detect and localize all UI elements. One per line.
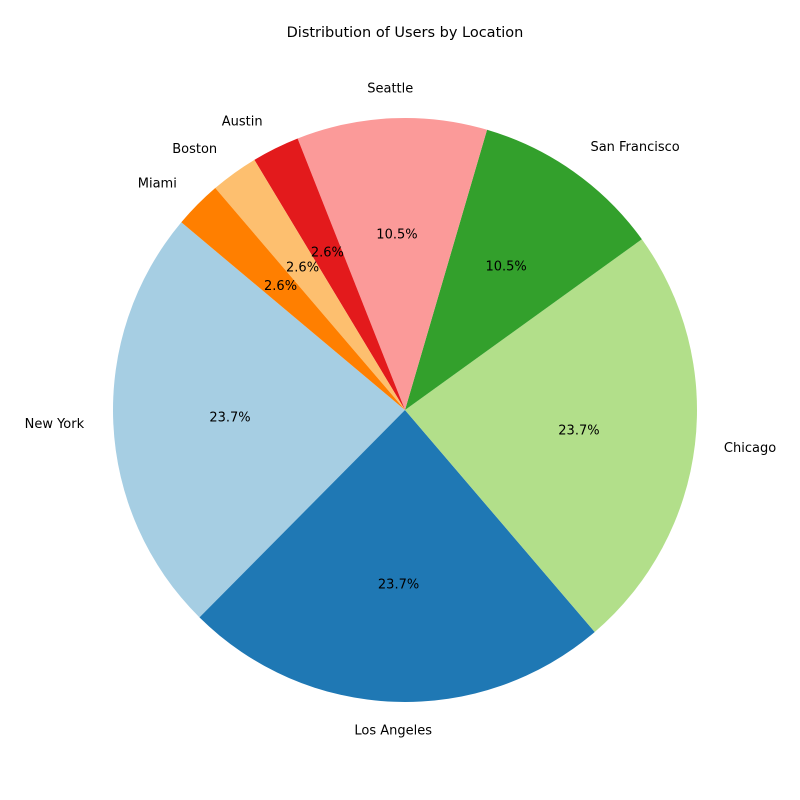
- chart-title: Distribution of Users by Location: [287, 25, 524, 41]
- slice-label-miami: Miami: [138, 176, 177, 191]
- pct-label-boston: 2.6%: [286, 260, 319, 275]
- pie-slice-san-francisco: [405, 129, 642, 410]
- pie-slice-austin: [254, 138, 405, 410]
- pct-label-chicago: 23.7%: [558, 423, 599, 438]
- pie-slice-boston: [215, 159, 405, 410]
- slice-label-boston: Boston: [172, 142, 217, 157]
- slice-label-austin: Austin: [222, 115, 263, 130]
- pie-slices: [113, 118, 697, 702]
- pie-labels: New York 23.7% Los Angeles 23.7% Chicago 23.7…: [25, 82, 777, 739]
- slice-label-new-york: New York: [25, 417, 85, 432]
- pct-label-seattle: 10.5%: [376, 227, 417, 242]
- pct-label-new-york: 23.7%: [209, 411, 250, 426]
- pie-slice-chicago: [405, 239, 697, 632]
- slice-label-seattle: Seattle: [367, 82, 413, 97]
- pct-label-miami: 2.6%: [264, 279, 297, 294]
- pct-label-los-angeles: 23.7%: [378, 578, 419, 593]
- pct-label-austin: 2.6%: [311, 245, 344, 260]
- slice-label-san-francisco: San Francisco: [590, 140, 679, 155]
- pie-slice-seattle: [297, 118, 488, 411]
- pct-label-san-francisco: 10.5%: [485, 259, 526, 274]
- pie-slice-los-angeles: [199, 410, 595, 702]
- pie-slice-miami: [181, 188, 405, 410]
- pie-slice-new-york: [113, 222, 405, 618]
- slice-label-chicago: Chicago: [724, 441, 776, 456]
- slice-label-los-angeles: Los Angeles: [354, 723, 432, 738]
